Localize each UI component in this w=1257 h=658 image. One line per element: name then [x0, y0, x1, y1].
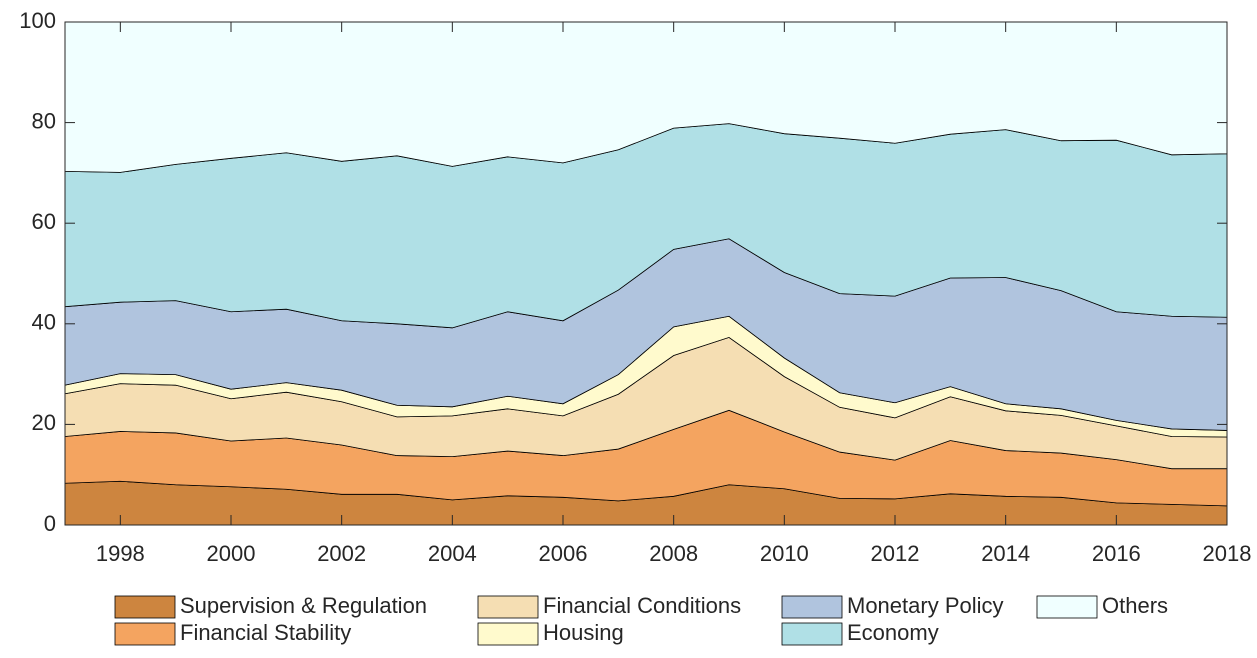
legend-label: Economy	[847, 620, 939, 645]
y-tick-label: 20	[32, 410, 56, 435]
legend-swatch	[114, 595, 176, 619]
legend-label: Housing	[543, 620, 624, 645]
legend-swatch	[781, 595, 843, 619]
x-tick-label: 2010	[760, 541, 809, 566]
legend-swatch	[781, 622, 843, 646]
y-tick-label: 40	[32, 310, 56, 335]
legend-swatch	[477, 595, 539, 619]
plot-frame	[64, 21, 1228, 526]
x-tick-label: 2002	[317, 541, 366, 566]
x-tick-label: 2004	[428, 541, 477, 566]
legend-label: Financial Conditions	[543, 593, 741, 618]
y-tick-label: 0	[44, 511, 56, 536]
legend-swatch	[477, 622, 539, 646]
legend-label: Others	[1102, 593, 1168, 618]
x-tick-label: 2018	[1203, 541, 1252, 566]
x-tick-label: 2014	[981, 541, 1030, 566]
x-tick-label: 2012	[871, 541, 920, 566]
x-tick-label: 2008	[649, 541, 698, 566]
y-tick-label: 100	[19, 8, 56, 33]
legend-swatch	[1036, 595, 1098, 619]
y-tick-label: 60	[32, 209, 56, 234]
x-tick-label: 1998	[96, 541, 145, 566]
legend-label: Supervision & Regulation	[180, 593, 427, 618]
y-tick-label: 80	[32, 108, 56, 133]
legend-swatch	[114, 622, 176, 646]
x-tick-label: 2006	[539, 541, 588, 566]
x-tick-label: 2016	[1092, 541, 1141, 566]
legend-label: Financial Stability	[180, 620, 351, 645]
x-tick-label: 2000	[207, 541, 256, 566]
legend-label: Monetary Policy	[847, 593, 1004, 618]
